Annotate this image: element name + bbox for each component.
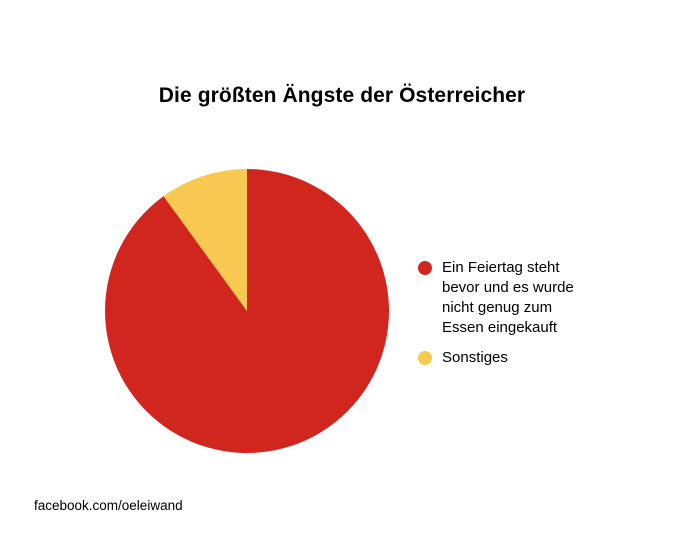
pie-slice-feiertag <box>104 169 389 454</box>
legend-label-feiertag-line-1: Ein Feiertag steht <box>442 259 560 276</box>
legend-swatch-sonstiges <box>418 351 432 365</box>
chart-title: Die größten Ängste der Österreicher <box>158 84 526 107</box>
legend: Ein Feiertag steht bevor und es wurde ni… <box>418 258 618 378</box>
legend-label-sonstiges: Sonstiges <box>442 349 508 366</box>
legend-swatch-feiertag <box>418 261 432 275</box>
legend-label-feiertag-line-2: bevor und es wurde <box>442 279 574 296</box>
legend-label-feiertag-line-3: nicht genug zum <box>442 299 553 316</box>
legend-item-feiertag: Ein Feiertag steht bevor und es wurde ni… <box>418 258 618 338</box>
footer-credit: facebook.com/oeleiwand <box>34 498 183 513</box>
legend-label-feiertag-line-4: Essen eingekauft <box>442 319 558 336</box>
pie-slice-sonstiges <box>163 169 247 311</box>
legend-item-sonstiges: Sonstiges <box>418 348 618 368</box>
